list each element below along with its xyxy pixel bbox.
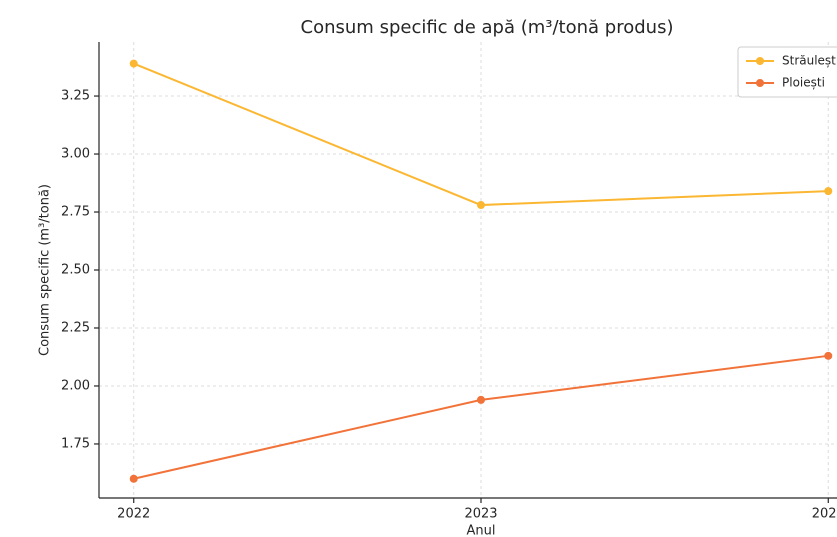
point bbox=[129, 474, 138, 483]
legend-label: Străulești bbox=[782, 54, 837, 68]
chart-title: Consum specific de apă (m³/tonă produs) bbox=[301, 17, 674, 38]
y-tick-label: 3.00 bbox=[61, 147, 90, 162]
y-tick-label: 2.25 bbox=[61, 320, 90, 335]
legend-marker bbox=[756, 79, 764, 87]
y-axis-label: Consum specific (m³/tonă) bbox=[38, 184, 53, 356]
y-tick-label: 2.75 bbox=[61, 205, 90, 220]
y-tick-label: 2.50 bbox=[61, 263, 90, 278]
legend-label: Ploiești bbox=[782, 76, 825, 90]
x-tick-label: 2022 bbox=[117, 507, 150, 522]
y-tick-label: 3.25 bbox=[61, 89, 90, 104]
y-tick-label: 2.00 bbox=[61, 378, 90, 393]
point bbox=[477, 395, 485, 404]
point bbox=[477, 201, 485, 210]
point bbox=[824, 351, 833, 360]
point bbox=[824, 187, 833, 196]
y-tick-label: 1.75 bbox=[61, 436, 90, 451]
x-axis-label: Anul bbox=[467, 524, 496, 537]
x-tick-label: 2023 bbox=[464, 507, 497, 522]
x-tick-label: 2024 bbox=[812, 507, 837, 522]
point bbox=[129, 59, 138, 68]
legend-marker bbox=[756, 57, 764, 65]
